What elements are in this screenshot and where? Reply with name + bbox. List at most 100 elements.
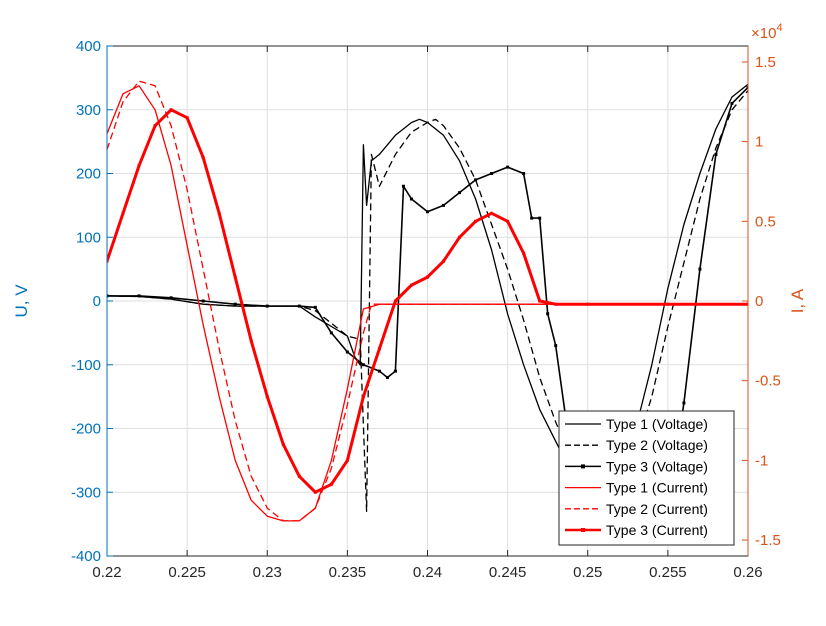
data-point (401, 184, 405, 188)
data-point (297, 474, 301, 478)
legend-marker (581, 528, 585, 532)
y-right-tick-label: 1 (755, 134, 763, 151)
data-point (169, 108, 173, 112)
series-type-2-current (107, 80, 748, 522)
y-left-tick-label: -400 (71, 548, 101, 565)
legend-entry-type-3-voltage: Type 3 (Voltage) (565, 458, 708, 474)
legend-entry-type-1-current: Type 1 (Current) (565, 480, 708, 496)
x-tick-label: 0.23 (253, 564, 282, 581)
y-right-tick-label: -1 (755, 452, 768, 469)
y-left-tick-label: 200 (76, 166, 101, 183)
y-right-tick-label: 0.5 (755, 213, 776, 230)
data-point (217, 211, 221, 215)
data-point (137, 164, 141, 168)
data-point (522, 251, 526, 255)
data-point (345, 458, 349, 462)
legend-label: Type 1 (Voltage) (606, 416, 708, 432)
legend-entry-type-1-voltage: Type 1 (Voltage) (565, 416, 708, 432)
data-point (426, 275, 429, 279)
data-point (546, 312, 550, 316)
data-point (385, 376, 389, 379)
y-right-tick-label: 1.5 (755, 54, 776, 71)
data-point (522, 172, 526, 175)
series-type-3-current (107, 108, 748, 494)
data-point (746, 302, 748, 306)
data-point (121, 211, 125, 215)
legend-entry-type-2-voltage: Type 2 (Voltage) (565, 437, 708, 453)
data-point (538, 216, 542, 220)
data-point (538, 299, 542, 303)
y-right-axis-label: I, A (788, 288, 807, 313)
data-point (361, 395, 365, 399)
data-point (281, 442, 285, 446)
x-tick-label: 0.255 (649, 564, 687, 581)
y-right-tick-label: -1.5 (755, 532, 781, 549)
data-point (169, 296, 173, 300)
y-left-tick-label: 300 (76, 102, 101, 119)
legend-box (558, 410, 735, 546)
data-point (297, 304, 301, 308)
data-point (201, 156, 205, 160)
legend-label: Type 2 (Voltage) (606, 437, 708, 453)
series-layer (107, 80, 748, 545)
data-point (185, 116, 189, 120)
series-line-type-1-voltage (107, 83, 748, 506)
y-right-exponent: ×104 (751, 22, 783, 42)
data-point (361, 363, 365, 367)
y-left-tick-label: -300 (71, 484, 101, 501)
data-point (746, 85, 748, 89)
data-point (698, 267, 702, 271)
data-point (458, 235, 462, 239)
data-point (107, 294, 109, 298)
legend-label: Type 3 (Voltage) (606, 458, 708, 474)
data-point (490, 211, 494, 215)
data-point (107, 259, 109, 263)
data-point (329, 482, 333, 486)
data-point (265, 395, 269, 399)
x-tick-label: 0.245 (489, 564, 527, 581)
data-point (554, 344, 558, 348)
data-point (442, 203, 446, 207)
y-right-tick-label: -0.5 (755, 373, 781, 390)
data-point (233, 302, 237, 306)
data-point (153, 124, 157, 128)
y-right-tick-label: 0 (755, 293, 763, 310)
data-point (442, 259, 446, 263)
y-left-tick-label: -100 (71, 357, 101, 374)
legend-label: Type 2 (Current) (606, 501, 708, 517)
legend-entry-type-3-current: Type 3 (Current) (565, 522, 708, 538)
data-point (554, 302, 558, 306)
y-left-tick-label: 400 (76, 38, 101, 55)
legend-marker (581, 464, 585, 469)
data-point (393, 299, 397, 303)
data-point (474, 178, 478, 182)
data-point (666, 302, 670, 306)
data-point (530, 216, 534, 220)
x-tick-label: 0.25 (573, 564, 602, 581)
data-point (137, 294, 141, 298)
series-type-1-voltage (107, 83, 748, 506)
y-left-tick-label: -200 (71, 421, 101, 438)
data-point (458, 191, 462, 195)
legend-entry-type-2-current: Type 2 (Current) (565, 501, 708, 517)
series-line-type-2-voltage (107, 90, 748, 513)
series-line-type-2-current (107, 80, 748, 522)
data-point (409, 283, 413, 287)
y-left-axis-label: U, V (12, 284, 31, 318)
data-point (506, 219, 510, 223)
data-point (586, 302, 590, 306)
data-point (201, 299, 205, 303)
data-point (714, 152, 718, 156)
data-point (249, 339, 253, 343)
x-tick-label: 0.22 (92, 564, 121, 581)
data-point (409, 197, 413, 201)
series-line-type-3-current (107, 108, 748, 494)
y-left-tick-label: 100 (76, 229, 101, 246)
data-point (377, 347, 381, 351)
series-type-2-voltage (107, 90, 748, 513)
data-point (490, 172, 494, 175)
data-point (313, 490, 317, 494)
legend-label: Type 1 (Current) (606, 480, 708, 496)
x-tick-label: 0.26 (733, 564, 762, 581)
data-point (345, 350, 349, 354)
